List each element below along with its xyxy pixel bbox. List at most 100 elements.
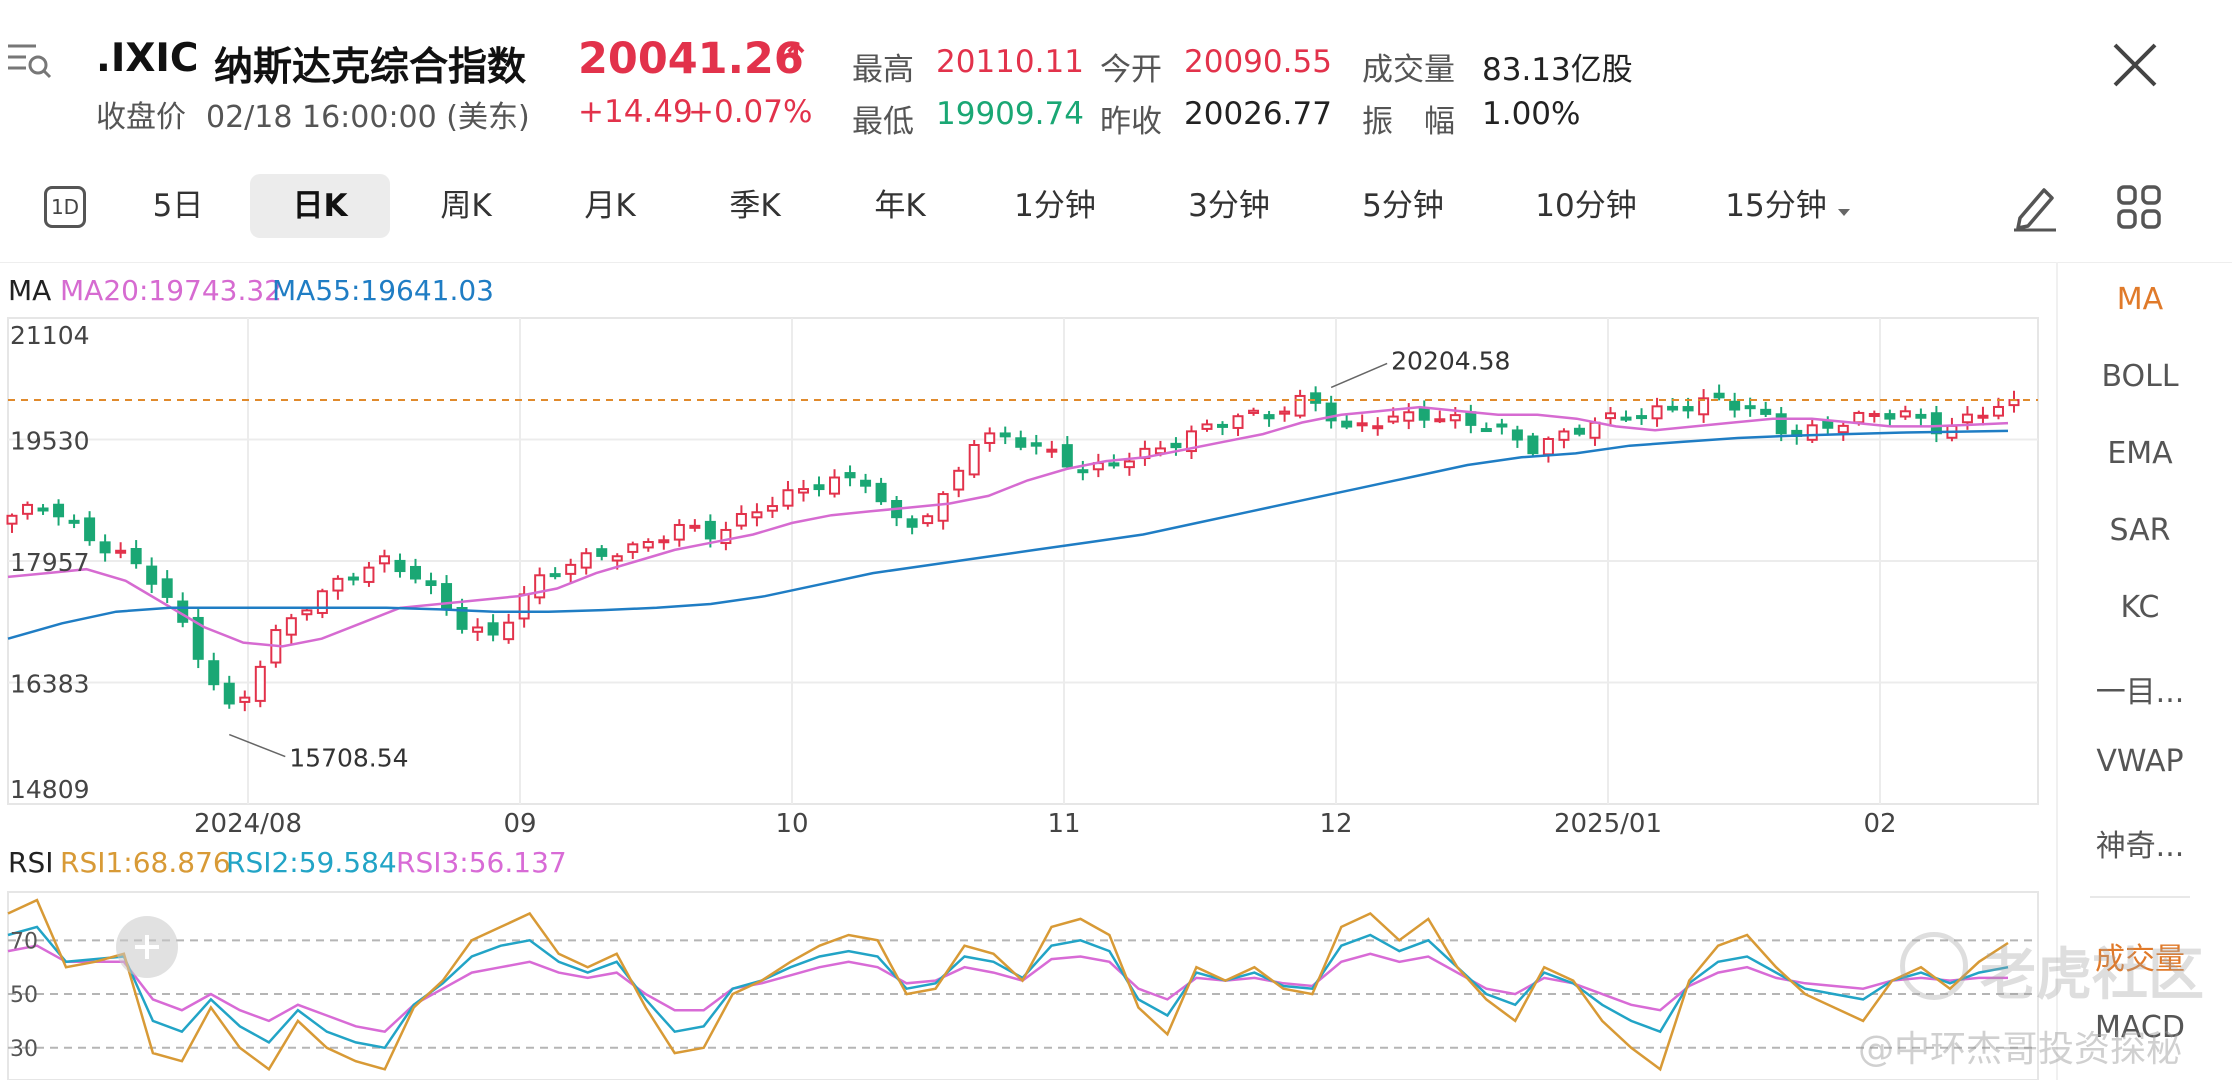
candle-up bbox=[503, 621, 515, 641]
high-annotation: 20204.58 bbox=[1391, 346, 1510, 375]
candle-up bbox=[937, 493, 949, 522]
candle-up bbox=[1651, 405, 1663, 420]
y-tick-label: 21104 bbox=[10, 321, 90, 350]
indicator-volume[interactable]: 成交量 bbox=[2095, 942, 2185, 977]
volume-value: 83.13亿股 bbox=[1482, 52, 1633, 88]
toolbar-divider bbox=[0, 262, 2232, 263]
index-name: 纳斯达克综合指数 bbox=[214, 45, 527, 90]
indicator-ema[interactable]: EMA bbox=[2107, 436, 2173, 471]
rsi-tick-label: 70 bbox=[10, 929, 38, 954]
tab-yearly-k[interactable]: 年K bbox=[874, 188, 926, 224]
candle-up bbox=[1403, 411, 1415, 422]
candle-down bbox=[704, 520, 716, 540]
indicator-vwap[interactable]: VWAP bbox=[2096, 744, 2184, 779]
candle-up bbox=[1372, 425, 1384, 430]
candle-down bbox=[1496, 423, 1508, 428]
candle-up bbox=[1185, 430, 1197, 453]
tab-15-min[interactable]: 15分钟 bbox=[1725, 188, 1827, 224]
ma20-legend: MA20:19743.32 bbox=[60, 274, 282, 307]
candle-up bbox=[673, 523, 685, 541]
price-change-percent: +0.07% bbox=[688, 94, 813, 130]
tab-1-min[interactable]: 1分钟 bbox=[1014, 188, 1096, 224]
candle-down bbox=[1263, 414, 1275, 420]
list-menu-icon[interactable] bbox=[6, 40, 52, 80]
amplitude-value: 1.00% bbox=[1482, 96, 1581, 132]
one-day-icon[interactable]: 1D bbox=[44, 186, 86, 228]
candle-down bbox=[1511, 429, 1523, 441]
ma55-line bbox=[7, 429, 2009, 640]
candle-up bbox=[1853, 411, 1865, 424]
price-up-arrow-icon: ↑ bbox=[780, 36, 812, 80]
candle-up bbox=[332, 577, 344, 592]
candle-up bbox=[1558, 430, 1570, 441]
candle-up bbox=[1294, 394, 1306, 417]
candle-up bbox=[115, 549, 127, 554]
low-annotation-leader bbox=[228, 733, 286, 758]
watermark-author: @中环杰哥投资探秘 bbox=[1858, 1029, 2183, 1070]
candle-down bbox=[99, 541, 111, 554]
candle-down bbox=[1713, 392, 1725, 399]
draw-pen-icon[interactable] bbox=[2010, 182, 2058, 236]
tab-quarterly-k[interactable]: 季K bbox=[729, 188, 781, 224]
candle-down bbox=[1170, 442, 1182, 449]
indicator-ichimoku[interactable]: 一目... bbox=[2095, 675, 2185, 710]
candle-up bbox=[642, 541, 654, 549]
current-price: 20041.26 bbox=[578, 34, 804, 84]
tab-10-min[interactable]: 10分钟 bbox=[1535, 188, 1637, 224]
tab-daily-k[interactable]: 日K bbox=[250, 174, 390, 238]
candle-down bbox=[1620, 416, 1632, 421]
candle-up bbox=[782, 489, 794, 507]
candle-up bbox=[239, 696, 251, 703]
x-tick-label: 2024/08 bbox=[194, 809, 302, 839]
tab-monthly-k[interactable]: 月K bbox=[584, 188, 636, 224]
tab-5-day[interactable]: 5日 bbox=[152, 188, 204, 224]
candle-down bbox=[1729, 400, 1741, 411]
indicator-boll[interactable]: BOLL bbox=[2101, 359, 2179, 394]
dropdown-caret-icon[interactable] bbox=[1836, 204, 1852, 223]
candle-up bbox=[968, 444, 980, 476]
candle-up bbox=[1961, 413, 1973, 424]
rsi2-line bbox=[7, 925, 2009, 1050]
candle-down bbox=[1030, 442, 1042, 447]
candle-up bbox=[472, 626, 484, 633]
candle-down bbox=[410, 565, 422, 580]
indicator-sar[interactable]: SAR bbox=[2109, 513, 2171, 548]
x-tick-label: 09 bbox=[503, 809, 536, 839]
candle-down bbox=[1636, 415, 1648, 420]
candle-up bbox=[534, 574, 546, 599]
low-value: 19909.74 bbox=[936, 96, 1084, 132]
candle-up bbox=[1899, 410, 1911, 418]
rsi-chart[interactable]: 70 50 30 bbox=[0, 888, 2060, 1080]
add-indicator-icon[interactable] bbox=[116, 916, 178, 978]
layout-grid-icon[interactable] bbox=[2116, 184, 2162, 234]
x-tick-label: 12 bbox=[1319, 809, 1352, 839]
candle-up bbox=[1248, 409, 1260, 414]
candle-up bbox=[1806, 424, 1818, 441]
indicator-magic[interactable]: 神奇... bbox=[2095, 829, 2185, 864]
close-icon[interactable] bbox=[2112, 42, 2158, 88]
tab-5-min[interactable]: 5分钟 bbox=[1362, 188, 1444, 224]
candlestick-chart[interactable]: 20204.58 15708.54 21104 19530 17957 16383 148… bbox=[0, 310, 2060, 840]
indicator-ma[interactable]: MA bbox=[2116, 282, 2164, 317]
candle-down bbox=[860, 479, 872, 487]
x-tick-label: 02 bbox=[1863, 809, 1896, 839]
indicator-macd[interactable]: MACD bbox=[2095, 1010, 2185, 1045]
candle-up bbox=[1201, 423, 1213, 430]
candle-down bbox=[1325, 402, 1337, 422]
candle-down bbox=[1744, 405, 1756, 410]
candle-up bbox=[1232, 415, 1244, 429]
candle-up bbox=[1604, 412, 1616, 420]
indicator-kc[interactable]: KC bbox=[2120, 590, 2160, 625]
close-label: 收盘价 bbox=[96, 100, 186, 135]
high-label: 最高 bbox=[852, 52, 914, 88]
candle-down bbox=[1822, 419, 1834, 429]
tab-3-min[interactable]: 3分钟 bbox=[1188, 188, 1270, 224]
candle-down bbox=[999, 432, 1011, 438]
candle-down bbox=[1527, 435, 1539, 455]
high-annotation-leader bbox=[1330, 362, 1388, 389]
y-tick-label: 16383 bbox=[10, 670, 90, 699]
candle-down bbox=[1930, 412, 1942, 435]
tab-weekly-k[interactable]: 周K bbox=[440, 188, 492, 224]
candle-up bbox=[1046, 448, 1058, 453]
candle-up bbox=[1992, 405, 2004, 417]
